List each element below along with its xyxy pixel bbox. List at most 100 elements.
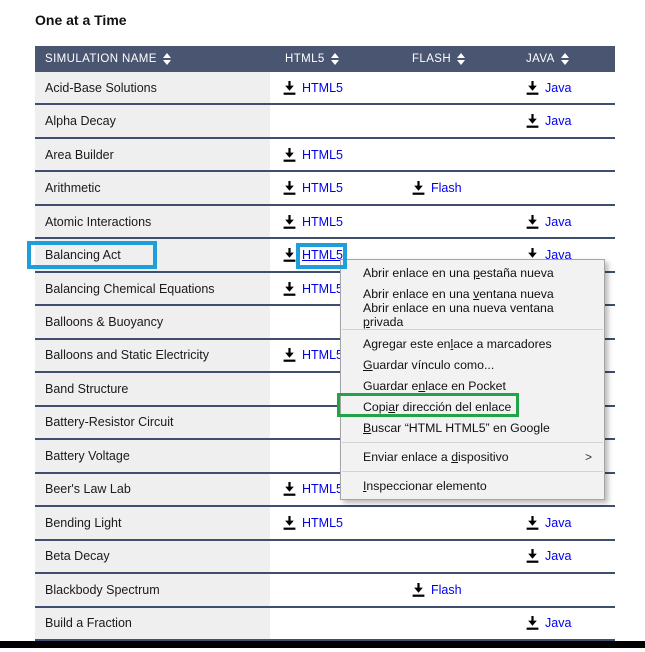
download-link-label: Java — [545, 214, 572, 229]
download-icon — [283, 348, 296, 363]
simulation-name: Battery Voltage — [45, 448, 130, 463]
table-row: Area Builder HTML5 — [35, 138, 615, 173]
column-header-label: SIMULATION NAME — [45, 53, 157, 65]
simulation-name: Balloons and Static Electricity — [45, 348, 209, 363]
table-row: Bending Light HTML5 Java — [35, 507, 615, 541]
table-row: Beta Decay Java — [35, 540, 615, 575]
download-icon — [283, 482, 296, 497]
simulation-name: Alpha Decay — [45, 114, 116, 129]
context-menu-item[interactable]: Agregar este enlace a marcadores — [363, 336, 552, 351]
download-link-label: Java — [545, 114, 572, 129]
context-menu-item[interactable]: Abrir enlace en una ventana nueva — [363, 286, 554, 301]
java-download-link[interactable]: Java — [526, 549, 571, 563]
column-header-simulation-name[interactable]: SIMULATION NAME — [35, 46, 270, 72]
download-icon — [526, 616, 539, 631]
sort-icon — [560, 53, 569, 65]
download-link-label: HTML5 — [302, 482, 343, 497]
table-row: Atomic Interactions HTML5 Java — [35, 205, 615, 240]
sort-icon — [330, 53, 339, 65]
sort-icon — [457, 53, 466, 65]
download-link-label: Java — [545, 248, 572, 263]
simulation-name: Bending Light — [45, 515, 122, 530]
context-menu-item[interactable]: Inspeccionar elemento — [363, 478, 487, 493]
flash-download-link[interactable]: Flash — [412, 582, 462, 597]
html5-download-link[interactable]: HTML5 — [283, 147, 343, 162]
simulation-name: Beer's Law Lab — [45, 482, 131, 497]
context-menu: Abrir enlace en una pestaña nueva Abrir … — [340, 259, 605, 500]
download-icon — [526, 549, 539, 564]
table-row: Blackbody Spectrum Flash — [35, 574, 615, 608]
download-icon — [526, 515, 539, 530]
download-link-label: Java — [545, 616, 572, 631]
html5-download-link[interactable]: HTML5 — [283, 248, 343, 262]
simulation-name: Atomic Interactions — [45, 214, 152, 229]
table-header-row: SIMULATION NAME HTML5 FLASH JAVA — [35, 46, 615, 72]
simulation-name: Acid-Base Solutions — [45, 80, 157, 95]
download-link-label: HTML5 — [302, 147, 343, 162]
context-menu-item[interactable]: Abrir enlace en una nueva ventana privad… — [363, 300, 554, 329]
download-link-label: HTML5 — [302, 214, 343, 229]
download-icon — [283, 515, 296, 530]
html5-download-link[interactable]: HTML5 — [283, 214, 343, 229]
download-icon — [283, 80, 296, 95]
column-header-label: FLASH — [412, 53, 452, 65]
html5-download-link[interactable]: HTML5 — [283, 515, 343, 530]
download-icon — [283, 147, 296, 162]
table-row: Arithmetic HTML5 Flash — [35, 172, 615, 206]
table-row: Acid-Base Solutions HTML5 Java — [35, 72, 615, 106]
download-icon — [412, 582, 425, 597]
simulation-name: Beta Decay — [45, 549, 110, 564]
column-header-label: JAVA — [526, 53, 555, 65]
menu-separator — [342, 470, 603, 472]
download-link-label: Java — [545, 515, 572, 530]
download-link-label: HTML5 — [302, 515, 343, 530]
download-link-label: HTML5 — [302, 248, 343, 263]
download-icon — [526, 80, 539, 95]
menu-separator — [342, 328, 603, 330]
html5-download-link[interactable]: HTML5 — [283, 80, 343, 95]
context-menu-item[interactable]: Guardar vínculo como... — [363, 357, 495, 372]
sort-icon — [162, 53, 171, 65]
context-menu-item[interactable]: Copiar dirección del enlace — [363, 399, 512, 414]
download-link-label: Java — [545, 80, 572, 95]
download-link-label: HTML5 — [302, 348, 343, 363]
download-icon — [526, 114, 539, 129]
java-download-link[interactable]: Java — [526, 616, 571, 630]
simulation-name: Area Builder — [45, 147, 114, 162]
context-menu-item[interactable]: Abrir enlace en una pestaña nueva — [363, 265, 554, 280]
html5-download-link[interactable]: HTML5 — [283, 181, 343, 195]
download-icon — [283, 214, 296, 229]
simulation-name: Blackbody Spectrum — [45, 582, 160, 597]
java-download-link[interactable]: Java — [526, 515, 572, 530]
column-header-java[interactable]: JAVA — [515, 46, 615, 72]
download-icon — [412, 181, 425, 195]
html5-download-link[interactable]: HTML5 — [283, 482, 343, 496]
simulation-name: Build a Fraction — [45, 616, 132, 631]
simulation-name: Balancing Chemical Equations — [45, 281, 215, 296]
column-header-html5[interactable]: HTML5 — [270, 46, 400, 72]
html5-download-link[interactable]: HTML5 — [283, 281, 343, 296]
context-menu-item[interactable]: Enviar enlace a dispositivo > — [363, 449, 592, 464]
download-icon — [283, 281, 296, 296]
context-menu-item[interactable]: Guardar enlace en Pocket — [363, 378, 506, 393]
download-icon — [283, 181, 296, 195]
page-title: One at a Time — [35, 12, 127, 28]
download-link-label: HTML5 — [302, 181, 343, 196]
simulation-name: Balloons & Buoyancy — [45, 315, 164, 330]
bottom-bar — [0, 641, 645, 648]
download-link-label: HTML5 — [302, 80, 343, 95]
context-menu-item[interactable]: Buscar “HTML HTML5” en Google — [363, 420, 550, 435]
column-header-flash[interactable]: FLASH — [400, 46, 515, 72]
download-link-label: Java — [545, 549, 572, 564]
flash-download-link[interactable]: Flash — [412, 181, 462, 195]
simulation-name: Balancing Act — [45, 248, 121, 263]
download-link-label: Flash — [431, 582, 462, 597]
java-download-link[interactable]: Java — [526, 114, 571, 128]
submenu-arrow-icon: > — [584, 449, 592, 464]
download-icon — [526, 214, 539, 229]
html5-download-link[interactable]: HTML5 — [283, 348, 343, 362]
java-download-link[interactable]: Java — [526, 80, 572, 95]
simulation-name: Arithmetic — [45, 181, 101, 196]
table-row: Alpha Decay Java — [35, 105, 615, 139]
java-download-link[interactable]: Java — [526, 214, 572, 229]
